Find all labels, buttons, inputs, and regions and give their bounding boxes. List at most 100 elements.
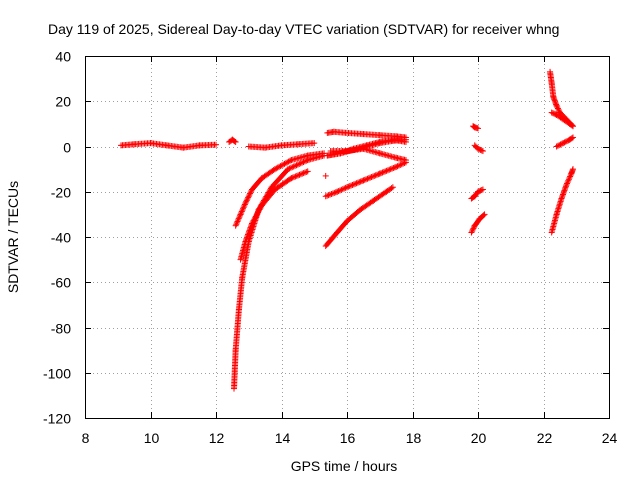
- data-point: [394, 163, 401, 170]
- data-point: [245, 230, 252, 237]
- data-point: [322, 193, 329, 200]
- data-point: [558, 140, 565, 147]
- data-point: [346, 183, 353, 190]
- data-point: [325, 192, 332, 199]
- data-point: [285, 166, 292, 173]
- data-point: [293, 162, 300, 169]
- data-point: [360, 177, 367, 184]
- data-point: [299, 170, 306, 177]
- data-point: [563, 181, 570, 188]
- data-point: [480, 212, 487, 219]
- y-tick-label: -40: [51, 230, 71, 246]
- data-point: [248, 223, 255, 230]
- data-point: [468, 229, 475, 236]
- data-point: [400, 160, 407, 167]
- data-point: [376, 170, 383, 177]
- data-point: [236, 212, 243, 219]
- data-point: [247, 224, 254, 231]
- data-point: [235, 215, 242, 222]
- data-point: [339, 186, 346, 193]
- data-point: [243, 235, 250, 242]
- data-point: [402, 138, 409, 145]
- data-point: [293, 172, 300, 179]
- data-point: [389, 165, 396, 172]
- data-point: [555, 106, 562, 113]
- data-point: [398, 161, 405, 168]
- y-tick-label: -20: [51, 185, 71, 201]
- grid-layer: [85, 56, 609, 418]
- data-point: [569, 134, 576, 141]
- data-point: [301, 169, 308, 176]
- data-point: [243, 198, 250, 205]
- data-point: [240, 205, 247, 212]
- data-point: [296, 160, 303, 167]
- data-point: [242, 237, 249, 244]
- data-point: [564, 138, 571, 145]
- x-tick-label: 14: [275, 430, 291, 446]
- data-point: [291, 174, 298, 181]
- data-point: [287, 164, 294, 171]
- data-point: [365, 175, 372, 182]
- data-point: [372, 172, 379, 179]
- y-axis-title: SDTVAR / TECUs: [5, 181, 21, 293]
- data-point: [402, 159, 409, 166]
- data-point: [311, 140, 318, 147]
- data-point: [244, 232, 251, 239]
- data-point: [292, 173, 299, 180]
- data-point: [235, 217, 242, 224]
- data-point: [481, 211, 488, 218]
- data-point: [332, 189, 339, 196]
- data-point: [478, 187, 485, 194]
- data-point: [363, 176, 370, 183]
- x-tick-label: 22: [537, 430, 553, 446]
- x-tick-label: 18: [406, 430, 422, 446]
- data-point: [300, 159, 307, 166]
- data-point: [569, 123, 576, 130]
- data-point: [295, 172, 302, 179]
- data-point: [244, 231, 251, 238]
- data-point: [243, 197, 250, 204]
- data-point: [327, 191, 334, 198]
- y-tick-label: 0: [63, 140, 71, 156]
- data-point: [286, 165, 293, 172]
- data-point: [564, 180, 571, 187]
- data-point: [246, 228, 253, 235]
- data-point: [397, 161, 404, 168]
- data-point: [246, 191, 253, 198]
- data-point: [368, 174, 375, 181]
- x-tick-label: 8: [82, 430, 90, 446]
- data-point: [475, 125, 481, 132]
- data-point: [565, 177, 572, 184]
- data-point: [352, 180, 359, 187]
- x-axis-title: GPS time / hours: [291, 458, 398, 474]
- data-point: [341, 185, 348, 192]
- data-point: [367, 174, 374, 181]
- data-point: [391, 164, 398, 171]
- data-point: [345, 183, 352, 190]
- data-point: [297, 171, 304, 178]
- data-point: [213, 141, 219, 148]
- plot-frame: [85, 56, 610, 419]
- data-point: [244, 195, 251, 202]
- data-point: [336, 187, 343, 194]
- data-point: [287, 176, 294, 183]
- data-point: [292, 162, 299, 169]
- data-point: [248, 221, 255, 228]
- data-point: [469, 226, 476, 233]
- data-point: [554, 105, 561, 112]
- data-point: [294, 161, 301, 168]
- data-point: [233, 221, 240, 228]
- y-tick-label: -60: [51, 275, 71, 291]
- data-point: [560, 140, 567, 147]
- data-point: [288, 175, 295, 182]
- x-tick-label: 24: [602, 430, 618, 446]
- data-point: [234, 218, 241, 225]
- data-point: [331, 189, 338, 196]
- data-point: [329, 190, 336, 197]
- data-point: [375, 171, 382, 178]
- data-point: [390, 164, 397, 171]
- data-point: [387, 166, 394, 173]
- data-point: [296, 171, 303, 178]
- x-tick-label: 20: [471, 430, 487, 446]
- data-point: [304, 168, 311, 175]
